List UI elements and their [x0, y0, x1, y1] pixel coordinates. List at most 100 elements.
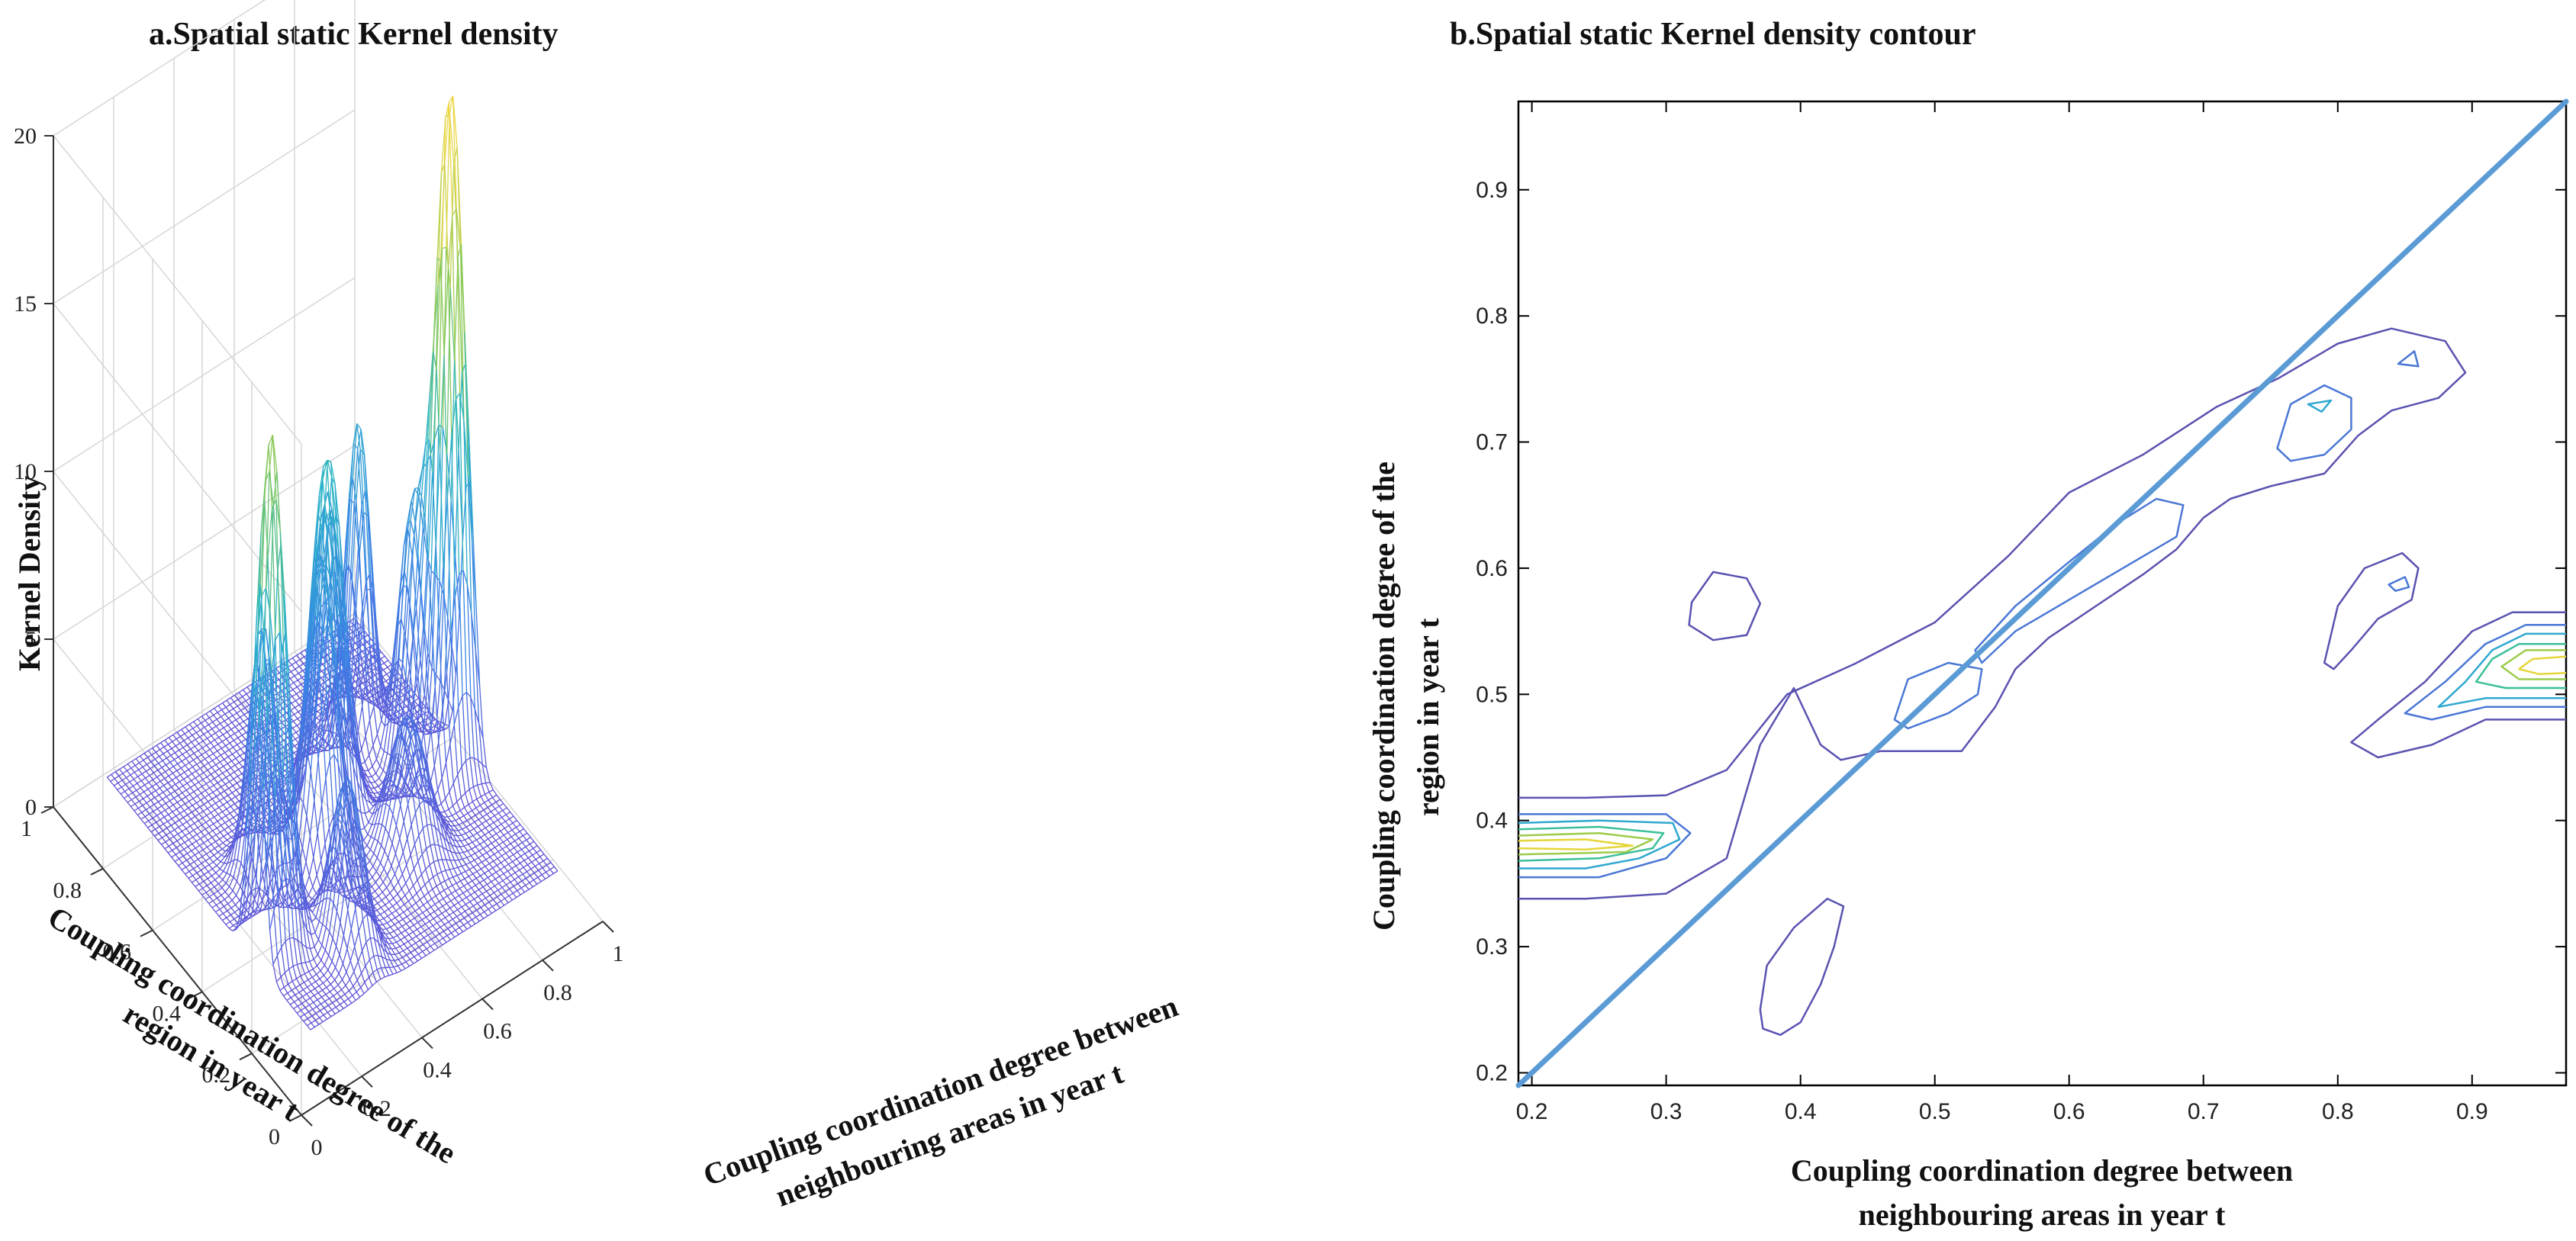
surface-mesh-segment — [234, 726, 240, 731]
surface-mesh-segment — [212, 828, 217, 831]
surface-mesh-segment — [296, 654, 301, 661]
surface-mesh-segment — [221, 825, 225, 831]
surface-mesh-segment — [275, 838, 280, 879]
surface-mesh-segment — [179, 742, 184, 748]
surface-mesh-segment — [124, 795, 129, 799]
surface-mesh-segment — [201, 828, 206, 833]
surface-mesh-segment — [325, 927, 330, 933]
surface-mesh-segment — [227, 795, 232, 800]
surface-mesh-segment — [231, 792, 237, 798]
surface-mesh-segment — [286, 999, 291, 1005]
surface-mesh-segment — [209, 715, 214, 719]
surface-mesh-segment — [246, 891, 253, 899]
surface-mesh-segment — [153, 804, 158, 809]
surface-mesh-segment — [339, 892, 343, 897]
surface-mesh-segment — [198, 817, 203, 821]
surface-mesh-segment — [153, 763, 159, 767]
surface-mesh-segment — [364, 754, 370, 763]
surface-mesh-segment — [156, 783, 160, 789]
surface-mesh-segment — [301, 1007, 306, 1011]
surface-mesh-segment — [218, 845, 223, 850]
surface-mesh-segment — [182, 747, 188, 752]
surface-mesh-segment — [357, 758, 362, 793]
surface-mesh-segment — [327, 1005, 333, 1011]
surface-mesh-segment — [211, 805, 216, 811]
surface-mesh-segment — [208, 728, 213, 732]
surface-mesh-segment — [296, 725, 301, 731]
surface-mesh-segment — [151, 821, 156, 826]
surface-mesh-segment — [224, 895, 230, 900]
surface-mesh-segment — [282, 773, 287, 879]
surface-mesh-segment — [365, 735, 370, 756]
surface-mesh-segment — [295, 992, 300, 995]
surface-mesh-segment — [266, 871, 271, 931]
surface-mesh-segment — [146, 764, 151, 770]
surface-mesh-segment — [142, 767, 147, 772]
surface-mesh-segment — [324, 869, 328, 879]
surface-mesh-segment — [324, 931, 330, 950]
surface-mesh-segment — [335, 738, 340, 748]
y-tick-mark — [288, 1114, 302, 1122]
surface-mesh-segment — [210, 742, 214, 747]
surface-mesh-segment — [253, 808, 258, 812]
surface-mesh-segment — [147, 750, 153, 756]
surface-mesh-segment — [228, 749, 233, 755]
surface-mesh-segment — [356, 423, 362, 430]
surface-mesh-segment — [330, 1013, 336, 1018]
surface-mesh-segment — [356, 854, 361, 863]
surface-mesh-segment — [167, 821, 172, 826]
surface-mesh-segment — [243, 791, 248, 796]
surface-mesh-segment — [289, 882, 295, 938]
surface-mesh-segment — [329, 754, 335, 760]
surface-mesh-segment — [154, 758, 159, 764]
surface-mesh-segment — [324, 572, 329, 598]
surface-mesh-segment — [194, 820, 199, 824]
surface-mesh-segment — [238, 887, 243, 918]
surface-mesh-segment — [125, 777, 130, 783]
surface-mesh-segment — [186, 748, 192, 752]
surface-mesh-segment — [122, 773, 127, 778]
surface-mesh-segment — [266, 665, 272, 716]
surface-mesh-segment — [246, 846, 252, 899]
surface-mesh-segment — [352, 831, 357, 862]
surface-mesh-segment — [179, 844, 185, 850]
surface-mesh-segment — [269, 833, 275, 911]
surface-mesh-segment — [291, 752, 297, 812]
surface-mesh-segment — [179, 749, 183, 755]
surface-mesh-segment — [341, 823, 346, 838]
surface-mesh-segment — [279, 788, 285, 833]
surface-mesh-segment — [212, 753, 217, 759]
surface-mesh-segment — [202, 815, 208, 819]
surface-mesh-segment — [294, 673, 299, 677]
y-tick-mark — [40, 806, 54, 814]
surface-mesh-segment — [140, 787, 145, 793]
surface-mesh-segment — [303, 650, 308, 699]
surface-mesh-segment — [246, 690, 251, 695]
surface-mesh-segment — [349, 443, 354, 500]
surface-mesh-segment — [311, 622, 317, 648]
surface-mesh-segment — [187, 846, 192, 851]
surface-mesh-segment — [211, 732, 216, 737]
surface-mesh-segment — [353, 961, 359, 972]
surface-mesh-segment — [311, 976, 317, 982]
surface-mesh-segment — [192, 759, 198, 765]
surface-mesh-segment — [224, 886, 230, 892]
surface-mesh-segment — [219, 908, 224, 915]
surface-mesh-segment — [362, 834, 369, 841]
surface-mesh-segment — [284, 973, 289, 985]
surface-mesh-segment — [355, 619, 359, 665]
surface-mesh-segment — [327, 979, 331, 985]
surface-mesh-segment — [181, 726, 186, 730]
surface-mesh-segment — [190, 857, 195, 863]
surface-mesh-segment — [365, 657, 372, 678]
surface-mesh-segment — [188, 877, 192, 883]
surface-mesh-segment — [288, 660, 292, 666]
surface-mesh-segment — [335, 677, 340, 730]
surface-mesh-segment — [343, 891, 349, 911]
surface-mesh-segment — [343, 577, 347, 632]
surface-mesh-segment — [210, 809, 215, 814]
surface-mesh-segment — [338, 729, 343, 783]
surface-mesh-segment — [329, 902, 334, 932]
surface-mesh-segment — [161, 837, 166, 843]
surface-mesh-segment — [206, 776, 211, 782]
